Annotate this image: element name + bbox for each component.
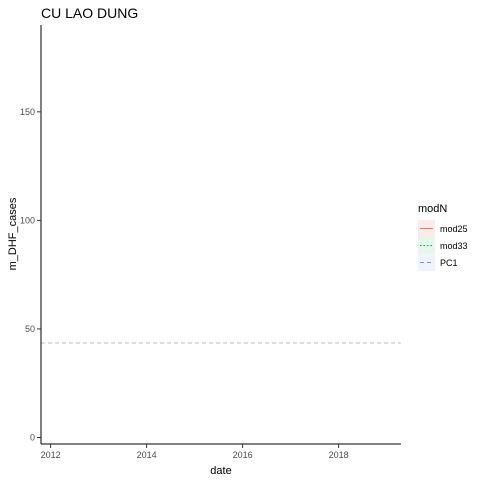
legend-label-mod33: mod33 <box>440 241 468 251</box>
legend-key-mod33 <box>418 237 435 254</box>
chart-title: CU LAO DUNG <box>41 5 138 21</box>
legend-label-mod25: mod25 <box>440 224 468 234</box>
y-axis-ticks: 0 50 100 150 <box>20 107 41 442</box>
x-tick-label: 2016 <box>233 450 253 460</box>
y-tick-label: 50 <box>25 324 35 334</box>
x-tick-label: 2018 <box>329 450 349 460</box>
legend-title: modN <box>418 203 447 215</box>
x-axis-ticks: 2012 2014 2016 2018 <box>41 444 349 460</box>
y-tick-label: 0 <box>30 432 35 442</box>
x-tick-label: 2012 <box>41 450 61 460</box>
y-tick-label: 150 <box>20 107 35 117</box>
legend-key-PC1 <box>418 254 435 271</box>
x-tick-label: 2014 <box>137 450 157 460</box>
x-axis-title: date <box>210 465 231 477</box>
legend-label-PC1: PC1 <box>440 258 458 268</box>
y-tick-label: 100 <box>20 215 35 225</box>
legend: modN mod25 mod33 PC1 <box>418 203 468 271</box>
y-axis-title: m_DHF_cases <box>7 197 19 270</box>
legend-entries: mod25 mod33 PC1 <box>418 220 468 271</box>
plot-area: 0 50 100 150 2012 2014 2016 2018 <box>20 25 401 460</box>
